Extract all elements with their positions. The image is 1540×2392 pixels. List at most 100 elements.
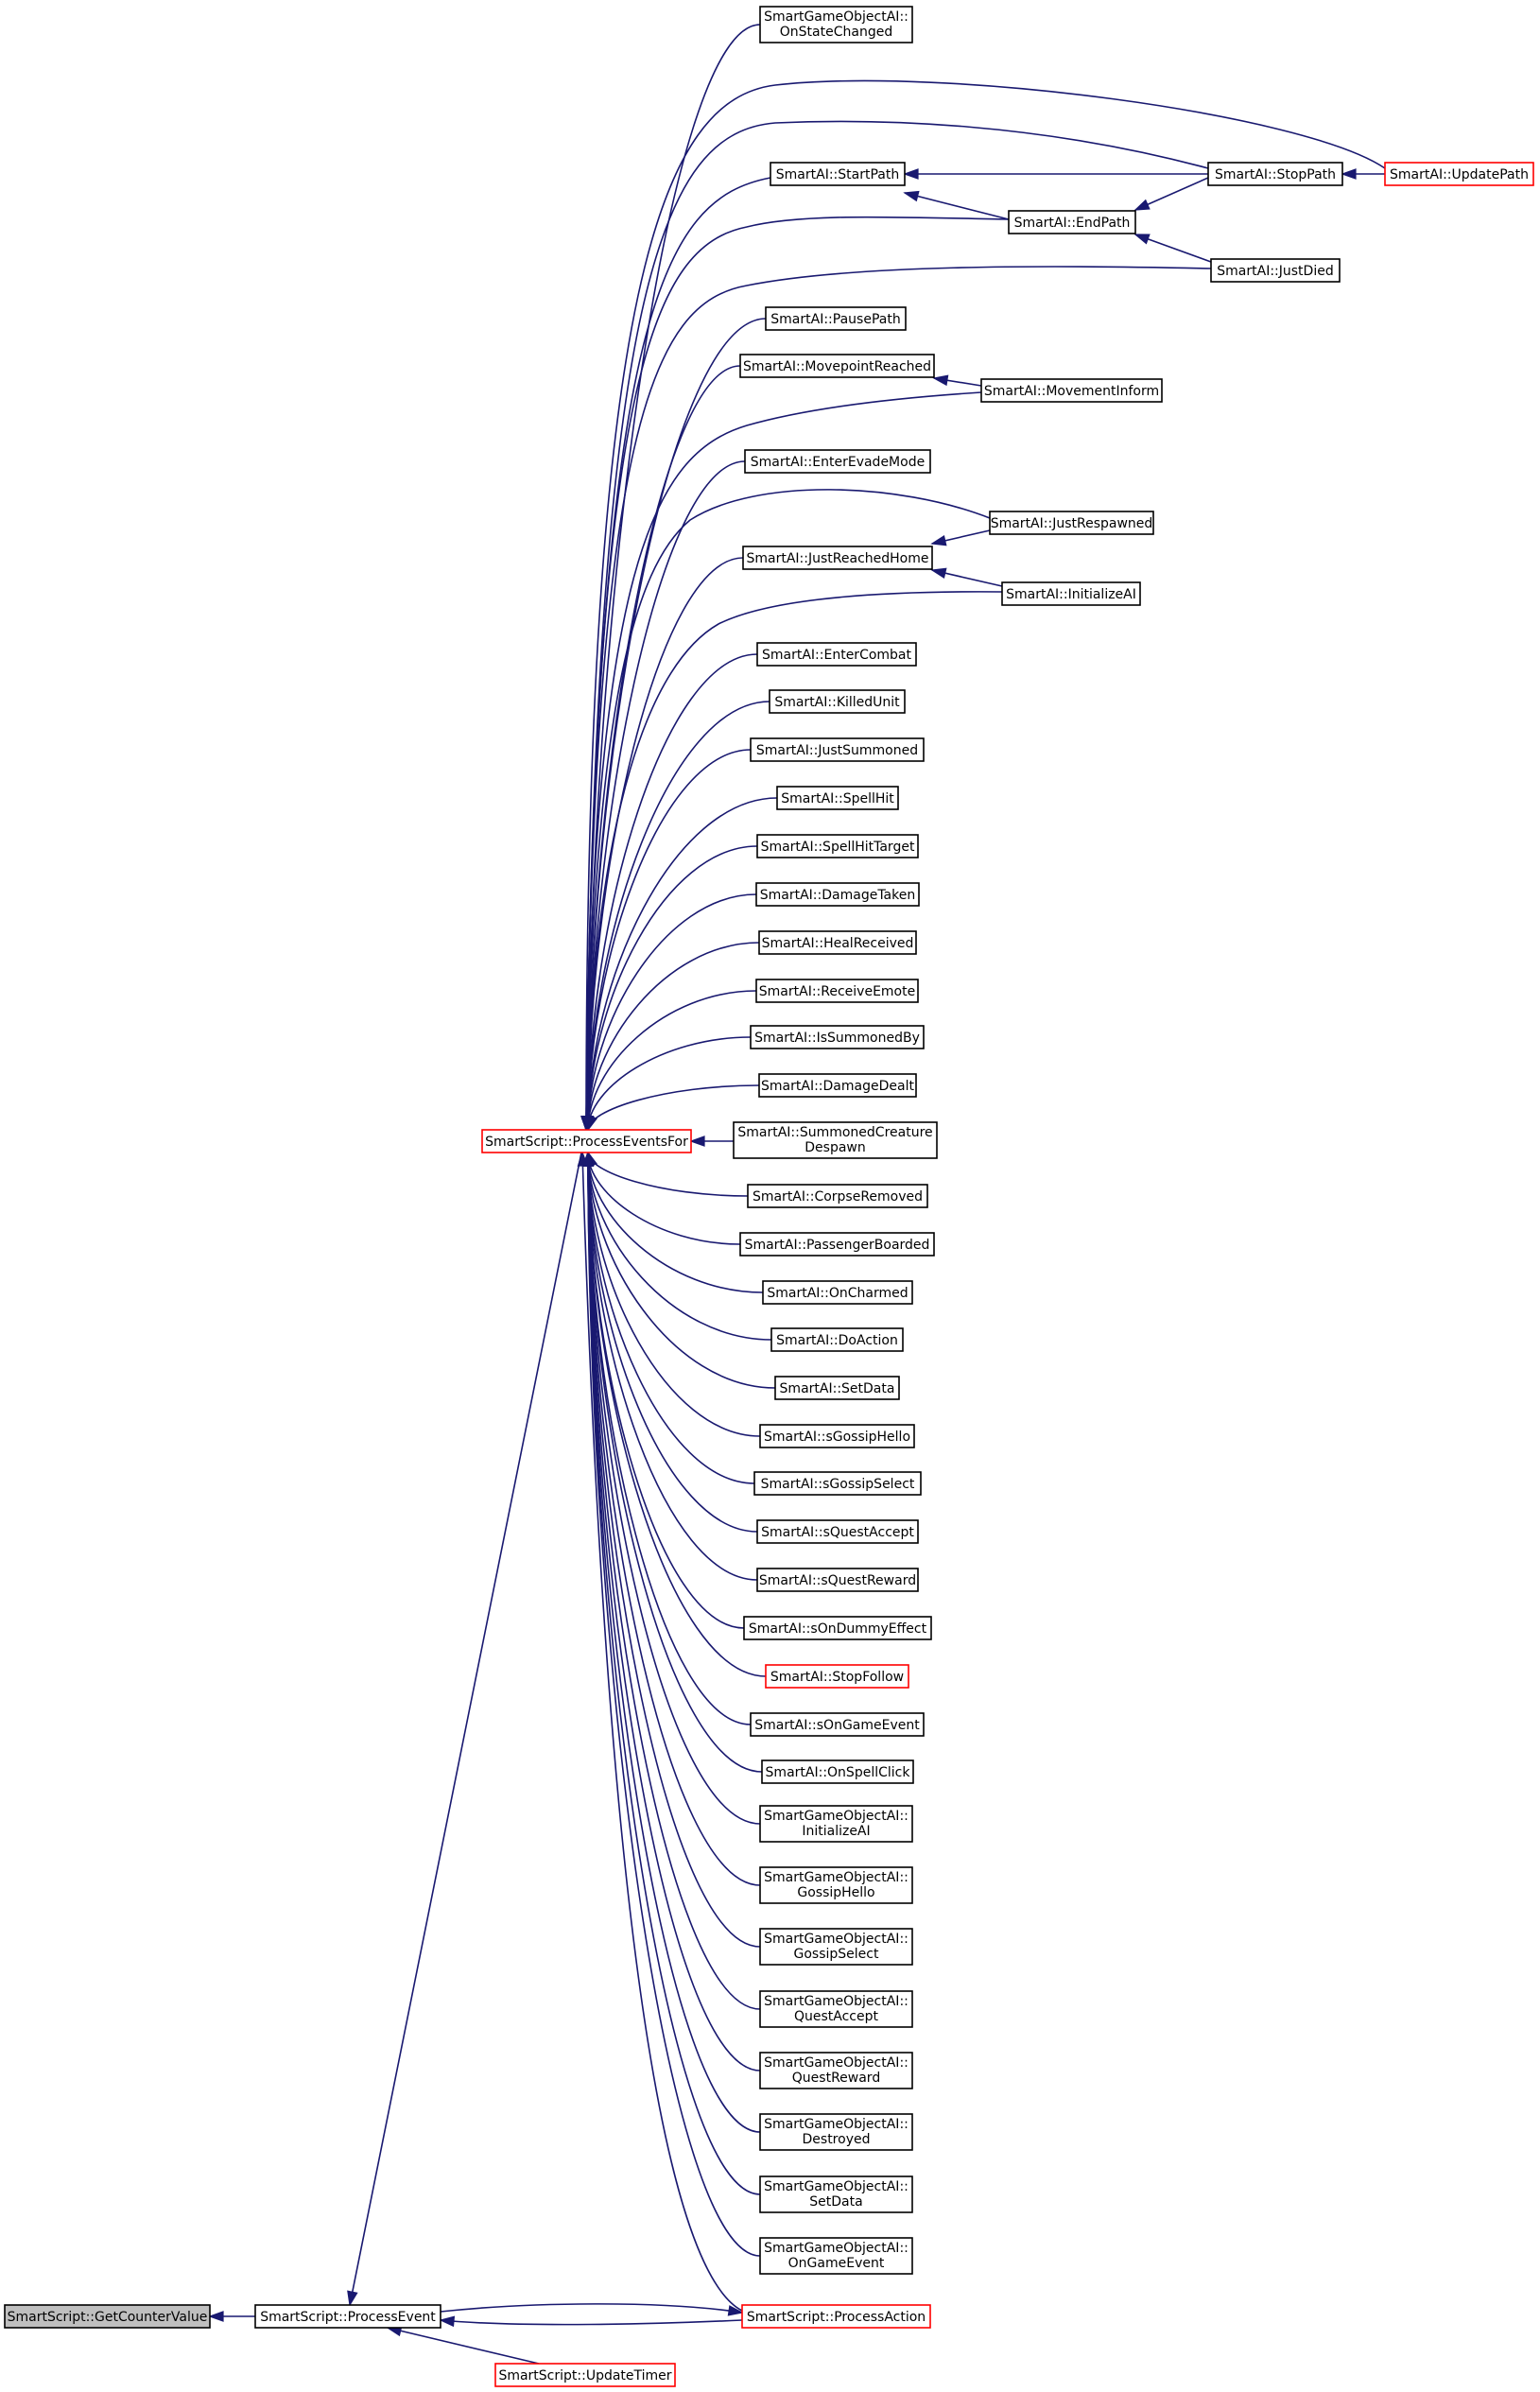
node-label: SmartAI::EnterCombat [762, 648, 912, 663]
node-movementinform[interactable]: SmartAI::MovementInform [980, 378, 1163, 403]
node-justdied[interactable]: SmartAI::JustDied [1210, 258, 1341, 283]
node-passengerboarded[interactable]: SmartAI::PassengerBoarded [739, 1232, 935, 1257]
node-stoppath[interactable]: SmartAI::StopPath [1207, 162, 1343, 186]
arrowhead [903, 168, 919, 180]
node-label: QuestReward [792, 2071, 880, 2086]
node-endpath[interactable]: SmartAI::EndPath [1008, 210, 1136, 234]
node-stopfollow[interactable]: SmartAI::StopFollow [765, 1664, 909, 1689]
node-setdata[interactable]: SmartAI::SetData [774, 1376, 900, 1400]
node-damagedealt[interactable]: SmartAI::DamageDealt [758, 1073, 917, 1098]
node-box [755, 882, 920, 907]
node-box [1210, 258, 1341, 283]
arrowhead [347, 2290, 358, 2307]
edge-healreceived-to-pef [582, 942, 760, 1132]
node-go_gossiphello[interactable]: SmartGameObjectAI::GossipHello [759, 1866, 913, 1904]
node-sgossiphello[interactable]: SmartAI::sGossipHello [759, 1424, 915, 1448]
node-updatetimer[interactable]: SmartScript::UpdateTimer [494, 2363, 676, 2387]
edge-damagedealt-to-pef [586, 1084, 760, 1132]
node-box [755, 979, 919, 1003]
node-label: SmartAI::StopPath [1215, 167, 1336, 182]
node-go_setdata[interactable]: SmartGameObjectAI::SetData [759, 2175, 913, 2213]
node-entercombat[interactable]: SmartAI::EnterCombat [756, 642, 917, 667]
node-processevent[interactable]: SmartScript::ProcessEvent [254, 2304, 441, 2329]
node-box [744, 449, 931, 474]
node-killedunit[interactable]: SmartAI::KilledUnit [769, 689, 906, 714]
node-doaction[interactable]: SmartAI::DoAction [770, 1327, 904, 1352]
node-spellhittarget[interactable]: SmartAI::SpellHitTarget [756, 834, 919, 858]
node-damagetaken[interactable]: SmartAI::DamageTaken [755, 882, 920, 907]
edge-stoppath-to-endpath [1133, 177, 1209, 211]
node-songameevent[interactable]: SmartAI::sOnGameEvent [750, 1712, 925, 1737]
node-updatepath[interactable]: SmartAI::UpdatePath [1384, 162, 1534, 186]
node-label: SmartAI::UpdatePath [1390, 167, 1529, 182]
node-box [742, 546, 933, 570]
edge-go_setdata-to-pef [582, 1151, 761, 2195]
node-spellhit[interactable]: SmartAI::SpellHit [776, 786, 899, 810]
node-processaction[interactable]: SmartScript::ProcessAction [741, 2304, 931, 2329]
node-go_questaccept[interactable]: SmartGameObjectAI::QuestAccept [759, 1990, 913, 2028]
node-corpseremoved[interactable]: SmartAI::CorpseRemoved [747, 1184, 928, 1208]
edge-processevent-to-getcounter [208, 2311, 255, 2322]
node-go_ongameevent[interactable]: SmartGameObjectAI::OnGameEvent [759, 2237, 913, 2275]
node-box [750, 1025, 925, 1049]
node-box [756, 1568, 919, 1592]
node-box [1008, 210, 1136, 234]
node-label: GossipSelect [794, 1947, 879, 1962]
arrowhead [439, 2315, 456, 2328]
edge-processaction-to-pef [577, 1151, 743, 2312]
node-label: SmartAI::JustReachedHome [747, 551, 929, 566]
node-healreceived[interactable]: SmartAI::HealReceived [758, 930, 917, 955]
node-box [759, 1928, 913, 1966]
node-box [747, 1184, 928, 1208]
node-box [759, 2237, 913, 2275]
edges-layer [208, 24, 1386, 2365]
node-justrespawned[interactable]: SmartAI::JustRespawned [989, 511, 1154, 535]
edge-justdied-to-endpath [1133, 234, 1212, 263]
node-label: SmartAI::InitializeAI [1006, 587, 1136, 602]
node-justreachedhome[interactable]: SmartAI::JustReachedHome [742, 546, 933, 570]
node-oncharmed[interactable]: SmartAI::OnCharmed [762, 1280, 913, 1305]
node-go_statechanged[interactable]: SmartGameObjectAI::OnStateChanged [759, 6, 913, 43]
edge-updatetimer-to-processevent [386, 2325, 540, 2365]
node-label: SmartAI::SpellHit [781, 791, 894, 806]
node-getcounter[interactable]: SmartScript::GetCounterValue [4, 2304, 211, 2329]
node-issummonedby[interactable]: SmartAI::IsSummonedBy [750, 1025, 925, 1049]
node-go_destroyed[interactable]: SmartGameObjectAI::Destroyed [759, 2113, 913, 2151]
node-label: SmartGameObjectAI:: [764, 2179, 908, 2194]
arrowhead [903, 190, 920, 202]
node-box [739, 1232, 935, 1257]
node-label: SmartAI::DamageDealt [761, 1079, 914, 1094]
node-label: SmartScript::ProcessEvent [260, 2310, 436, 2325]
node-box [481, 1129, 692, 1153]
node-box [1207, 162, 1343, 186]
node-go_gossipselect[interactable]: SmartGameObjectAI::GossipSelect [759, 1928, 913, 1966]
node-go_initializeai[interactable]: SmartGameObjectAI::InitializeAI [759, 1805, 913, 1843]
node-label: Destroyed [803, 2132, 871, 2147]
edge-movepointreached-to-pef [582, 365, 741, 1132]
node-onspellclick[interactable]: SmartAI::OnSpellClick [761, 1759, 914, 1784]
edge-justrespawned-to-justreachedhome [930, 529, 991, 546]
node-sgossipselect[interactable]: SmartAI::sGossipSelect [753, 1471, 922, 1496]
node-justsummoned[interactable]: SmartAI::JustSummoned [750, 737, 925, 762]
node-pausepath[interactable]: SmartAI::PausePath [765, 306, 907, 331]
node-receiveemote[interactable]: SmartAI::ReceiveEmote [755, 979, 919, 1003]
node-box [750, 1712, 925, 1737]
node-label: SmartAI::IsSummonedBy [754, 1031, 920, 1046]
node-squestreward[interactable]: SmartAI::sQuestReward [756, 1568, 919, 1592]
node-enterevademode[interactable]: SmartAI::EnterEvadeMode [744, 449, 931, 474]
node-box [756, 642, 917, 667]
node-box [759, 1424, 915, 1448]
node-startpath[interactable]: SmartAI::StartPath [770, 162, 906, 186]
node-box [759, 2175, 913, 2213]
node-box [989, 511, 1154, 535]
node-pef[interactable]: SmartScript::ProcessEventsFor [481, 1129, 692, 1153]
node-label: SmartAI::PassengerBoarded [745, 1238, 930, 1253]
node-initializeai[interactable]: SmartAI::InitializeAI [1001, 581, 1141, 606]
node-label: SetData [809, 2194, 862, 2210]
node-movepointreached[interactable]: SmartAI::MovepointReached [739, 354, 935, 378]
node-go_questreward[interactable]: SmartGameObjectAI::QuestReward [759, 2052, 913, 2089]
node-squestaccept[interactable]: SmartAI::sQuestAccept [756, 1519, 919, 1544]
node-sondummyeffect[interactable]: SmartAI::sOnDummyEffect [743, 1616, 932, 1640]
node-box [769, 689, 906, 714]
